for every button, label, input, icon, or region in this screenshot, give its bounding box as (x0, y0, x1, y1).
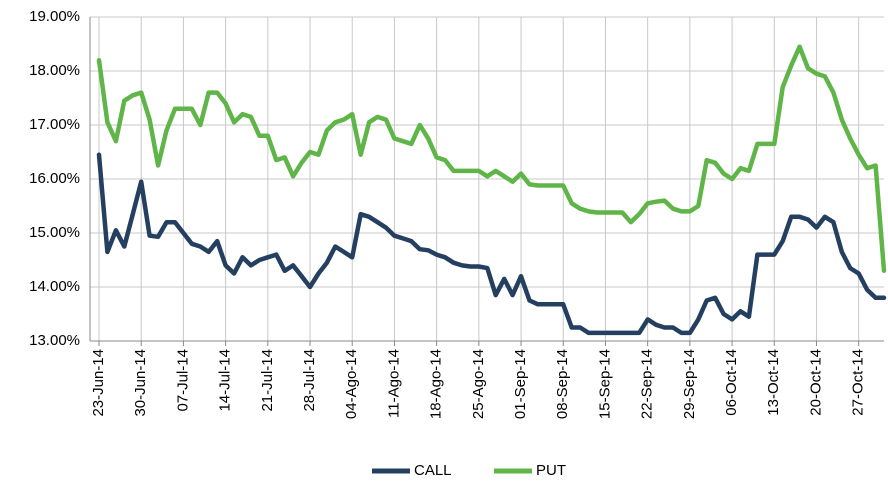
x-tick-label: 11-Ago-14 (385, 349, 402, 418)
y-tick-label: 16.00% (29, 170, 80, 187)
x-tick-label: 21-Jul-14 (259, 349, 276, 412)
series-line (96, 152, 887, 336)
y-tick-label: 13.00% (29, 332, 80, 349)
x-tick-label: 22-Sep-14 (639, 349, 656, 419)
x-tick-label: 13-Oct-14 (765, 349, 782, 416)
x-tick-label: 28-Jul-14 (301, 349, 318, 412)
x-tick-label: 04-Ago-14 (343, 349, 360, 419)
y-tick-label: 18.00% (29, 62, 80, 79)
y-tick-label: 15.00% (29, 224, 80, 241)
legend-label: CALL (414, 462, 452, 479)
legend-label: PUT (536, 462, 566, 479)
x-tick-label: 30-Jun-14 (132, 349, 149, 417)
x-tick-label: 29-Sep-14 (681, 349, 698, 419)
x-tick-label: 15-Sep-14 (596, 349, 613, 419)
x-tick-label: 27-Oct-14 (850, 349, 867, 416)
x-tick-label: 01-Sep-14 (512, 349, 529, 419)
x-tick-label: 14-Jul-14 (217, 349, 234, 412)
x-tick-label: 20-Oct-14 (807, 349, 824, 416)
x-tick-label: 06-Oct-14 (723, 349, 740, 416)
x-tick-label: 18-Ago-14 (428, 349, 445, 419)
x-tick-label: 07-Jul-14 (174, 349, 191, 412)
series-line (96, 44, 887, 274)
y-tick-label: 19.00% (29, 8, 80, 25)
x-tick-label: 25-Ago-14 (470, 349, 487, 419)
x-tick-label: 08-Sep-14 (554, 349, 571, 419)
x-tick-label: 23-Jun-14 (90, 349, 107, 417)
y-tick-label: 17.00% (29, 116, 80, 133)
y-tick-label: 14.00% (29, 278, 80, 295)
